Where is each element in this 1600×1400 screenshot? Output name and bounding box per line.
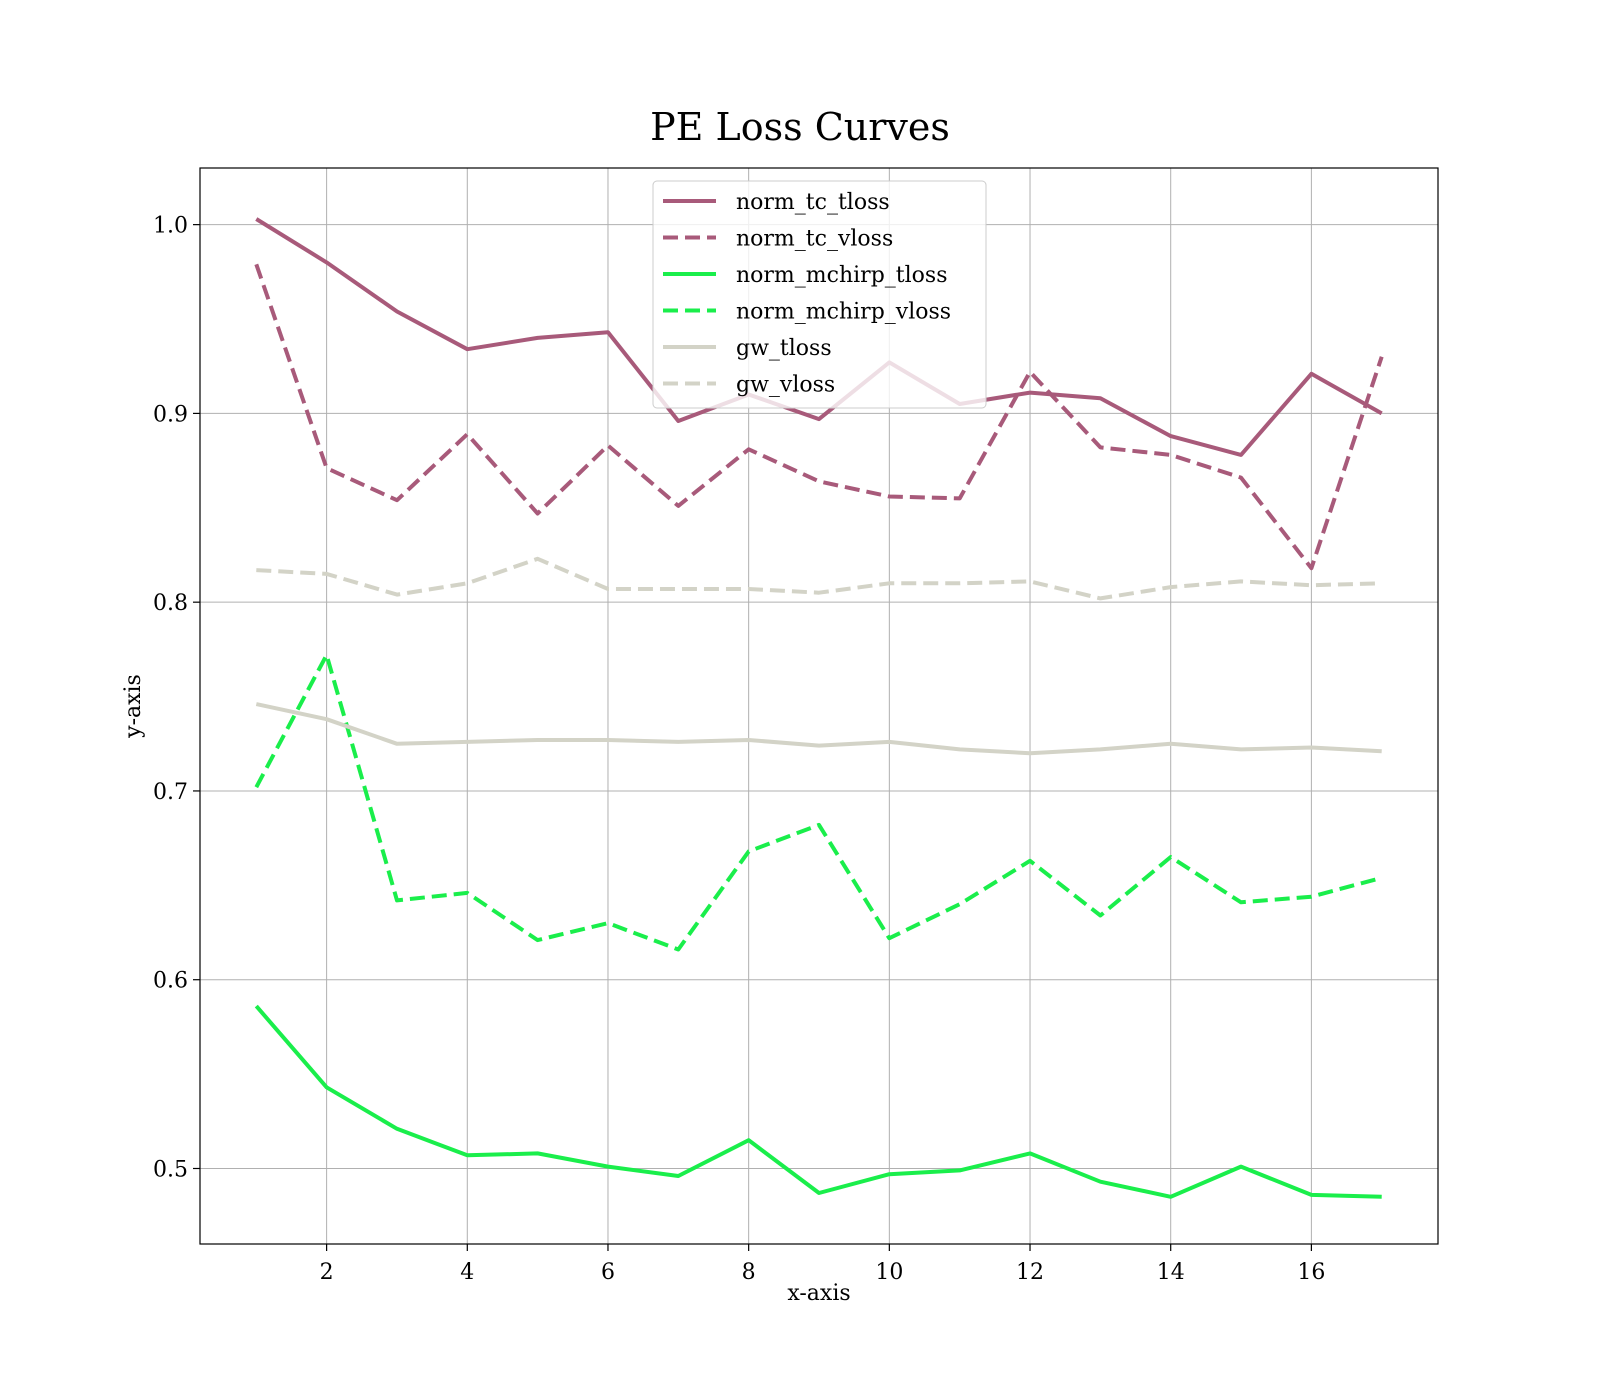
series-line-norm-mchirp-vloss	[254, 653, 1383, 952]
legend-label: gw_tloss	[736, 336, 832, 361]
legend-label: norm_mchirp_vloss	[736, 300, 951, 325]
legend-label: norm_tc_vloss	[736, 227, 893, 252]
y-tick-label: 0.5	[153, 1157, 188, 1182]
legend: norm_tc_tloss norm_tc_vloss norm_mchirp_tl…	[652, 180, 987, 409]
y-tick-label: 0.6	[153, 969, 188, 994]
y-tick-label: 0.8	[153, 591, 188, 616]
plot-frame	[199, 167, 1439, 1245]
x-axis-ticks: 2 4 6 8 10 12 14 16	[320, 1244, 1325, 1285]
x-tick-label: 14	[1157, 1260, 1185, 1285]
y-tick-label: 1.0	[153, 214, 188, 239]
series-line-norm-tc-vloss	[254, 263, 1384, 571]
x-tick-label: 12	[1016, 1260, 1044, 1285]
y-tick-label: 0.7	[153, 780, 188, 805]
series-lines	[254, 217, 1384, 1199]
y-tick-label: 0.9	[153, 402, 188, 427]
x-tick-label: 16	[1297, 1260, 1325, 1285]
series-line-gw-tloss	[255, 702, 1382, 756]
x-tick-label: 8	[742, 1260, 756, 1285]
x-tick-label: 2	[320, 1260, 334, 1285]
x-axis-label: x-axis	[787, 1281, 850, 1306]
chart-title: PE Loss Curves	[650, 105, 950, 149]
legend-box	[652, 180, 987, 409]
series-line-norm-mchirp-tloss	[254, 1004, 1382, 1199]
x-tick-label: 4	[460, 1260, 474, 1285]
x-tick-label: 10	[875, 1260, 903, 1285]
legend-label: norm_tc_tloss	[736, 190, 890, 215]
series-line-norm-tc-tloss	[255, 217, 1383, 457]
y-axis-ticks: 0.5 0.6 0.7 0.8 0.9 1.0	[153, 214, 200, 1182]
legend-label: gw_vloss	[736, 373, 835, 398]
series-line-gw-vloss	[256, 556, 1382, 601]
y-axis-label: y-axis	[121, 674, 146, 739]
x-tick-label: 6	[601, 1260, 615, 1285]
legend-label: norm_mchirp_tloss	[736, 263, 947, 288]
